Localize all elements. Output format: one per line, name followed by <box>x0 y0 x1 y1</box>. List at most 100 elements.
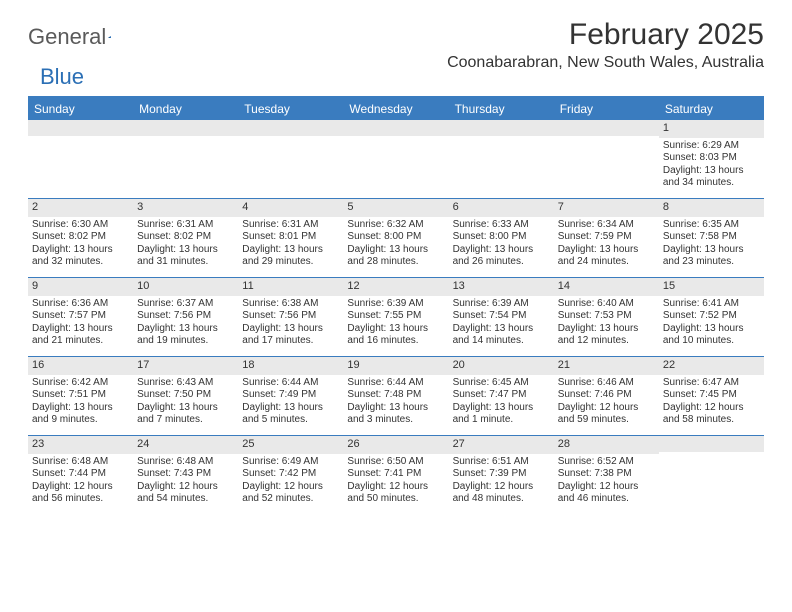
day-number: 17 <box>133 357 238 375</box>
days-of-week-row: Sunday Monday Tuesday Wednesday Thursday… <box>28 98 764 120</box>
day-sunrise: Sunrise: 6:31 AM <box>137 219 234 232</box>
day-sunset: Sunset: 7:51 PM <box>32 389 129 402</box>
day-number: 8 <box>659 199 764 217</box>
day-number <box>659 436 764 452</box>
day-sunset: Sunset: 7:41 PM <box>347 468 444 481</box>
day-number <box>449 120 554 136</box>
day-sunrise: Sunrise: 6:30 AM <box>32 219 129 232</box>
day-sunset: Sunset: 7:48 PM <box>347 389 444 402</box>
day-body: Sunrise: 6:39 AMSunset: 7:55 PMDaylight:… <box>343 296 448 352</box>
day-cell: 1Sunrise: 6:29 AMSunset: 8:03 PMDaylight… <box>659 120 764 198</box>
day-sunrise: Sunrise: 6:50 AM <box>347 456 444 469</box>
day-body: Sunrise: 6:52 AMSunset: 7:38 PMDaylight:… <box>554 454 659 510</box>
day-sunrise: Sunrise: 6:39 AM <box>453 298 550 311</box>
day-daylight: Daylight: 13 hours and 1 minute. <box>453 402 550 427</box>
day-daylight: Daylight: 13 hours and 5 minutes. <box>242 402 339 427</box>
day-number: 21 <box>554 357 659 375</box>
day-number: 5 <box>343 199 448 217</box>
day-cell: 22Sunrise: 6:47 AMSunset: 7:45 PMDayligh… <box>659 357 764 435</box>
day-daylight: Daylight: 13 hours and 21 minutes. <box>32 323 129 348</box>
day-body: Sunrise: 6:39 AMSunset: 7:54 PMDaylight:… <box>449 296 554 352</box>
day-sunset: Sunset: 7:50 PM <box>137 389 234 402</box>
day-sunset: Sunset: 8:01 PM <box>242 231 339 244</box>
day-cell: 12Sunrise: 6:39 AMSunset: 7:55 PMDayligh… <box>343 278 448 356</box>
day-body: Sunrise: 6:31 AMSunset: 8:02 PMDaylight:… <box>133 217 238 273</box>
day-body: Sunrise: 6:31 AMSunset: 8:01 PMDaylight:… <box>238 217 343 273</box>
day-sunrise: Sunrise: 6:49 AM <box>242 456 339 469</box>
day-cell: 26Sunrise: 6:50 AMSunset: 7:41 PMDayligh… <box>343 436 448 514</box>
week-row: 16Sunrise: 6:42 AMSunset: 7:51 PMDayligh… <box>28 357 764 436</box>
logo-triangle-icon <box>108 29 111 45</box>
day-sunrise: Sunrise: 6:33 AM <box>453 219 550 232</box>
day-number: 15 <box>659 278 764 296</box>
day-daylight: Daylight: 13 hours and 31 minutes. <box>137 244 234 269</box>
day-cell <box>238 120 343 198</box>
day-daylight: Daylight: 12 hours and 58 minutes. <box>663 402 760 427</box>
day-daylight: Daylight: 12 hours and 50 minutes. <box>347 481 444 506</box>
day-number: 4 <box>238 199 343 217</box>
day-sunrise: Sunrise: 6:38 AM <box>242 298 339 311</box>
day-sunset: Sunset: 7:52 PM <box>663 310 760 323</box>
day-daylight: Daylight: 13 hours and 10 minutes. <box>663 323 760 348</box>
day-sunrise: Sunrise: 6:48 AM <box>137 456 234 469</box>
day-sunrise: Sunrise: 6:29 AM <box>663 140 760 153</box>
day-number: 2 <box>28 199 133 217</box>
day-body: Sunrise: 6:49 AMSunset: 7:42 PMDaylight:… <box>238 454 343 510</box>
day-daylight: Daylight: 13 hours and 7 minutes. <box>137 402 234 427</box>
dow-tuesday: Tuesday <box>238 98 343 120</box>
day-cell: 14Sunrise: 6:40 AMSunset: 7:53 PMDayligh… <box>554 278 659 356</box>
day-number <box>133 120 238 136</box>
day-number: 9 <box>28 278 133 296</box>
day-sunset: Sunset: 8:02 PM <box>137 231 234 244</box>
day-body <box>133 136 238 142</box>
day-daylight: Daylight: 12 hours and 52 minutes. <box>242 481 339 506</box>
day-body: Sunrise: 6:44 AMSunset: 7:48 PMDaylight:… <box>343 375 448 431</box>
day-sunrise: Sunrise: 6:39 AM <box>347 298 444 311</box>
calendar: Sunday Monday Tuesday Wednesday Thursday… <box>28 96 764 514</box>
weeks-container: 1 Sunrise: 6:29 AMSunset: 8:03 PM Daylight… <box>28 120 764 514</box>
day-sunrise: Sunrise: 6:37 AM <box>137 298 234 311</box>
day-daylight: Daylight: 13 hours and 12 minutes. <box>558 323 655 348</box>
day-daylight: Daylight: 13 hours and 23 minutes. <box>663 244 760 269</box>
day-number: 20 <box>449 357 554 375</box>
day-number: 6 <box>449 199 554 217</box>
day-sunset: Sunset: 7:43 PM <box>137 468 234 481</box>
day-sunrise: Sunrise: 6:40 AM <box>558 298 655 311</box>
day-body: Sunrise: 6:30 AMSunset: 8:02 PMDaylight:… <box>28 217 133 273</box>
day-cell: 10Sunrise: 6:37 AMSunset: 7:56 PMDayligh… <box>133 278 238 356</box>
logo: General <box>28 18 128 50</box>
dow-saturday: Saturday <box>659 98 764 120</box>
day-sunset: Sunset: 7:42 PM <box>242 468 339 481</box>
day-daylight: Daylight: 12 hours and 46 minutes. <box>558 481 655 506</box>
day-body <box>238 136 343 142</box>
day-body <box>28 136 133 142</box>
day-sunrise: Sunrise: 6:35 AM <box>663 219 760 232</box>
day-cell <box>343 120 448 198</box>
day-sunrise: Sunrise: 6:32 AM <box>347 219 444 232</box>
day-cell: 16Sunrise: 6:42 AMSunset: 7:51 PMDayligh… <box>28 357 133 435</box>
day-sunset: Sunset: 7:45 PM <box>663 389 760 402</box>
day-cell <box>554 120 659 198</box>
day-daylight: Daylight: 13 hours and 28 minutes. <box>347 244 444 269</box>
day-number: 3 <box>133 199 238 217</box>
day-cell: 6Sunrise: 6:33 AMSunset: 8:00 PMDaylight… <box>449 199 554 277</box>
day-sunrise: Sunrise: 6:41 AM <box>663 298 760 311</box>
dow-monday: Monday <box>133 98 238 120</box>
day-number: 1 <box>659 120 764 138</box>
day-sunrise: Sunrise: 6:52 AM <box>558 456 655 469</box>
day-cell: 27Sunrise: 6:51 AMSunset: 7:39 PMDayligh… <box>449 436 554 514</box>
logo-text-1: General <box>28 24 106 50</box>
day-sunset: Sunset: 8:03 PM <box>663 152 760 165</box>
day-number: 28 <box>554 436 659 454</box>
day-cell: 13Sunrise: 6:39 AMSunset: 7:54 PMDayligh… <box>449 278 554 356</box>
day-body: Sunrise: 6:46 AMSunset: 7:46 PMDaylight:… <box>554 375 659 431</box>
day-cell: 15 Sunrise: 6:41 AMSunset: 7:52 PMDayligh… <box>659 278 764 356</box>
day-cell: 5Sunrise: 6:32 AMSunset: 8:00 PMDaylight… <box>343 199 448 277</box>
day-sunrise: Sunrise: 6:46 AM <box>558 377 655 390</box>
day-body: Sunrise: 6:33 AMSunset: 8:00 PMDaylight:… <box>449 217 554 273</box>
day-number: 23 <box>28 436 133 454</box>
day-daylight: Daylight: 13 hours and 14 minutes. <box>453 323 550 348</box>
day-cell: 18Sunrise: 6:44 AMSunset: 7:49 PMDayligh… <box>238 357 343 435</box>
day-cell: 25Sunrise: 6:49 AMSunset: 7:42 PMDayligh… <box>238 436 343 514</box>
day-body: Sunrise: 6:40 AMSunset: 7:53 PMDaylight:… <box>554 296 659 352</box>
